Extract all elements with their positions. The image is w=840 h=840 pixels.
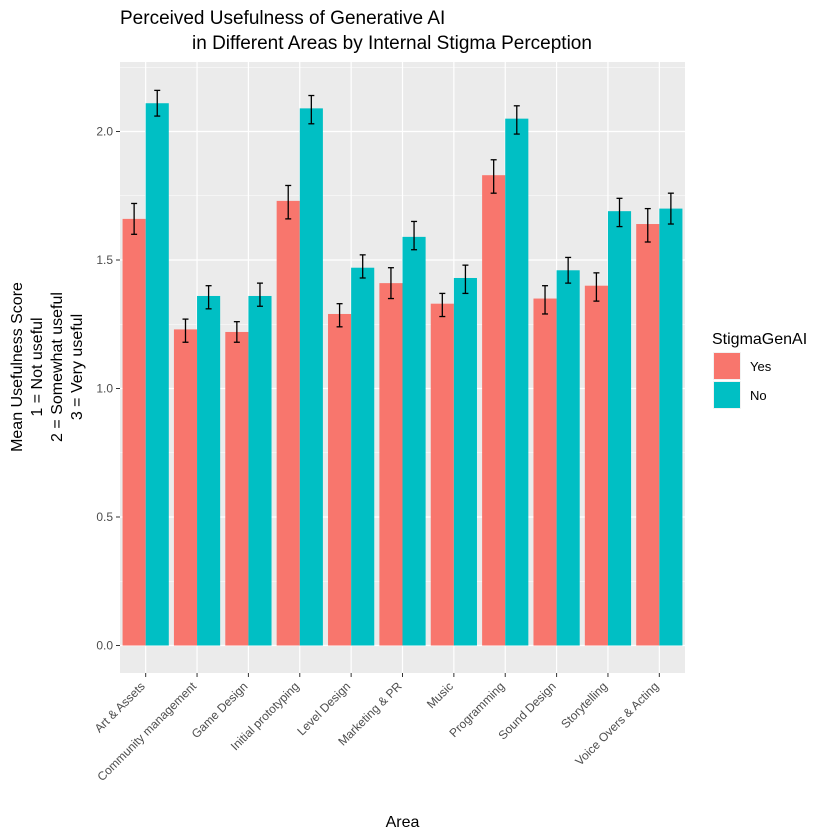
x-tick-label: Music xyxy=(424,679,456,711)
legend: StigmaGenAI Yes No xyxy=(712,331,807,409)
bar-no xyxy=(145,103,169,646)
chart-subtitle: in Different Areas by Internal Stigma Pe… xyxy=(192,33,592,54)
bar-no xyxy=(607,211,632,646)
bar-yes xyxy=(173,329,198,646)
bar-yes xyxy=(379,283,403,646)
bar-yes xyxy=(584,285,608,646)
bar-no xyxy=(351,267,375,646)
bar-no xyxy=(659,208,683,646)
y-tick-label: 2.0 xyxy=(96,125,113,139)
bar-no xyxy=(248,295,272,646)
bar-no xyxy=(299,108,323,646)
bar-yes xyxy=(225,331,249,646)
x-tick-label: Community management xyxy=(94,679,199,784)
bar-no xyxy=(453,277,477,646)
y-tick-label: 0.5 xyxy=(96,510,113,524)
y-tick-label: 1.0 xyxy=(96,382,113,396)
bar-yes xyxy=(122,218,146,646)
y-tick-label: 0.0 xyxy=(96,639,113,653)
x-tick-label: Art & Assets xyxy=(92,679,148,735)
bar-no xyxy=(505,118,529,646)
legend-swatch-no xyxy=(714,382,740,408)
bar-yes xyxy=(482,175,506,646)
legend-label: Yes xyxy=(750,359,772,374)
bar-yes xyxy=(276,200,300,646)
legend-title: StigmaGenAI xyxy=(712,331,807,348)
x-tick-label: Storytelling xyxy=(558,679,610,731)
legend-label: No xyxy=(750,388,767,403)
bar-no xyxy=(556,270,580,646)
bar-yes xyxy=(533,298,557,646)
bar-yes xyxy=(636,224,660,646)
bar-no xyxy=(402,236,426,646)
y-axis-title-line: 2 = Somewhat useful xyxy=(49,292,66,442)
x-axis-title: Area xyxy=(386,814,420,831)
bar-yes xyxy=(328,313,352,646)
y-axis-title-line: 3 = Very useful xyxy=(69,314,86,420)
y-axis-title-line: 1 = Not useful xyxy=(29,317,46,416)
y-axis: 0.0 0.5 1.0 1.5 2.0 xyxy=(96,125,120,653)
y-axis-title-line: Mean Usefulness Score xyxy=(9,282,26,452)
y-tick-label: 1.5 xyxy=(96,253,113,267)
y-axis-title: Mean Usefulness Score 1 = Not useful 2 = S… xyxy=(9,282,86,452)
bar-yes xyxy=(430,303,454,646)
legend-swatch-yes xyxy=(714,353,740,379)
bar-no xyxy=(197,295,221,646)
error-bars xyxy=(131,89,674,343)
chart-title: Perceived Usefulness of Generative AI xyxy=(120,8,445,29)
bars xyxy=(122,103,683,646)
